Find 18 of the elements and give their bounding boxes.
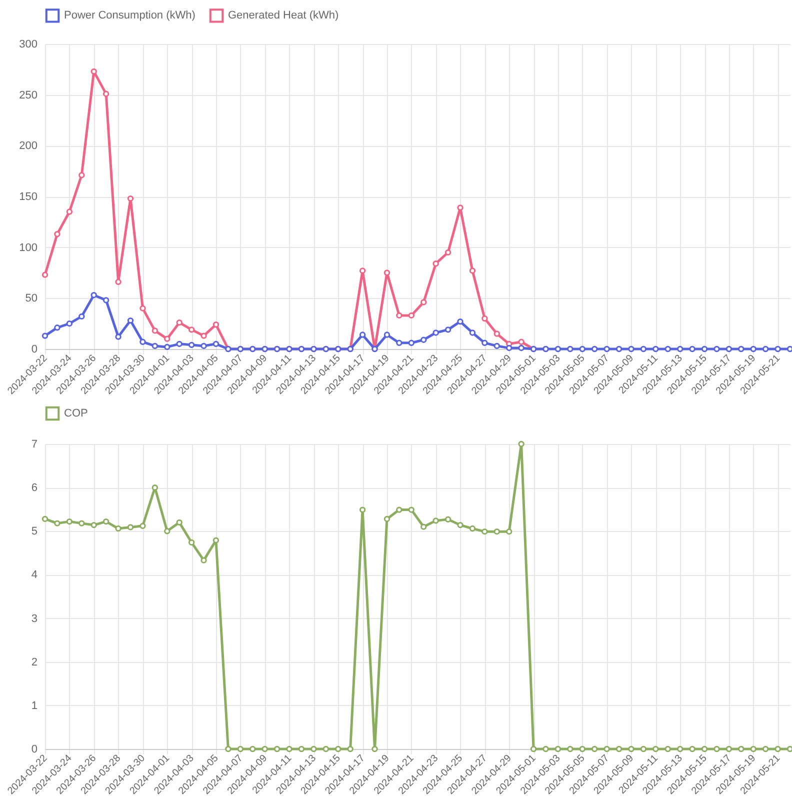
y-tick-label: 1 — [31, 700, 38, 712]
y-tick-label: 0 — [31, 344, 38, 356]
legend-label: Generated Heat (kWh) — [228, 10, 339, 22]
y-tick-label: 5 — [31, 526, 38, 538]
y-tick-label: 2 — [31, 656, 38, 668]
y-tick-label: 250 — [19, 89, 38, 102]
y-tick-label: 0 — [31, 744, 38, 756]
y-tick-label: 6 — [31, 482, 38, 494]
y-tick-label: 50 — [25, 292, 38, 305]
legend-label: Power Consumption (kWh) — [64, 10, 196, 22]
y-tick-label: 4 — [31, 569, 38, 582]
y-tick-label: 150 — [19, 191, 38, 203]
y-tick-label: 300 — [19, 38, 38, 50]
y-tick-label: 3 — [31, 612, 38, 625]
legend-label: COP — [64, 408, 88, 420]
y-tick-label: 200 — [19, 140, 38, 152]
y-tick-label: 100 — [19, 242, 38, 254]
y-tick-label: 7 — [31, 438, 38, 450]
